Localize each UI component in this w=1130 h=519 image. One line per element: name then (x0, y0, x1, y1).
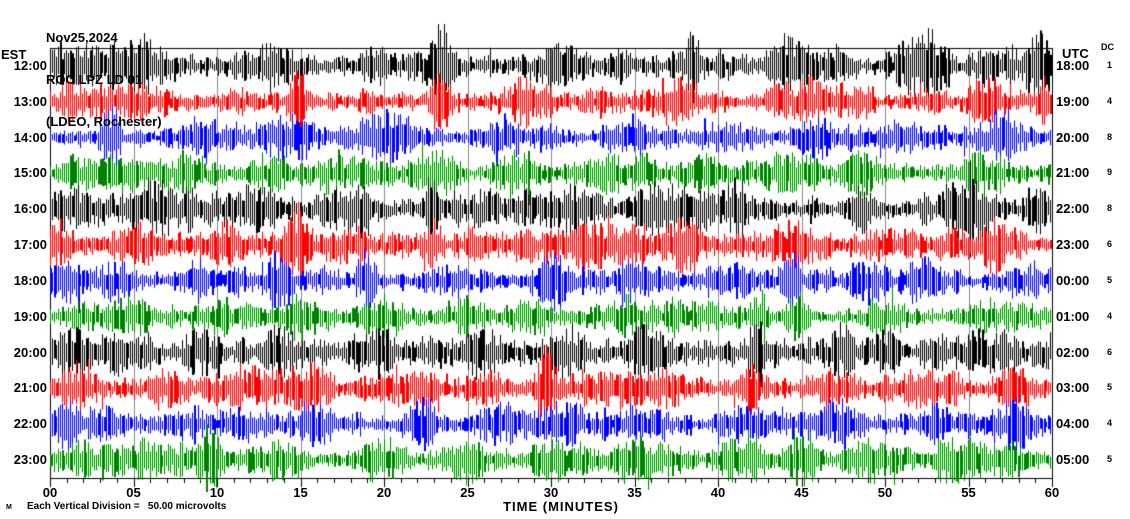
title-station: ROC LPZ LD 01 (46, 72, 143, 87)
x-tick-label: 20 (376, 485, 392, 500)
x-axis-title: TIME (MINUTES) (503, 499, 619, 514)
dc-value: 6 (1106, 239, 1112, 250)
dc-value: 5 (1106, 274, 1112, 285)
est-label: 16:00 (13, 201, 47, 217)
dc-value: 4 (1106, 310, 1112, 321)
utc-label: 23:00 (1056, 237, 1090, 253)
est-label: 23:00 (13, 452, 47, 468)
x-tick-label: 50 (877, 485, 893, 500)
dc-value: 9 (1106, 167, 1112, 178)
utc-label: 01:00 (1056, 308, 1090, 324)
est-label: 18:00 (13, 272, 47, 288)
x-tick-label: 25 (460, 485, 475, 500)
scale-note: Each Vertical Division = 50.00 microvolt… (27, 501, 227, 512)
dc-value: 4 (1106, 95, 1112, 106)
x-tick-label: 35 (627, 485, 642, 500)
utc-label: 21:00 (1056, 165, 1090, 181)
est-label: 14:00 (13, 129, 47, 145)
utc-label: 02:00 (1056, 344, 1090, 360)
dc-column-title: DC (1101, 42, 1114, 52)
dc-value: 5 (1106, 382, 1112, 393)
utc-label: 22:00 (1056, 201, 1090, 217)
title-date: Nov25,2024 (46, 30, 118, 45)
x-tick-label: 40 (710, 485, 726, 500)
left-axis-title: EST (1, 47, 27, 62)
x-tick-label: 30 (543, 485, 559, 500)
utc-label: 03:00 (1056, 380, 1090, 396)
est-label: 19:00 (13, 308, 47, 324)
est-label: 15:00 (13, 165, 47, 181)
x-tick-label: 15 (293, 485, 308, 500)
right-axis-title: UTC (1062, 46, 1089, 61)
x-tick-label: 05 (126, 485, 141, 500)
est-label: 13:00 (13, 93, 47, 109)
dc-value: 6 (1106, 346, 1112, 357)
x-tick-label: 55 (961, 485, 976, 500)
x-tick-label: 45 (794, 485, 809, 500)
utc-label: 20:00 (1056, 129, 1090, 145)
dc-value: 4 (1106, 418, 1112, 429)
utc-label: 19:00 (1056, 93, 1090, 109)
watermark-glyph: M (6, 504, 12, 511)
plot-title: Nov25,2024 ROC LPZ LD 01 (LDEO, Rocheste… (46, 3, 162, 157)
utc-label: 04:00 (1056, 416, 1090, 432)
utc-label: 05:00 (1056, 452, 1090, 468)
x-tick-label: 00 (42, 485, 58, 500)
utc-label: 00:00 (1056, 272, 1090, 288)
dc-value: 5 (1106, 454, 1112, 465)
est-label: 12:00 (13, 57, 47, 73)
x-tick-label: 60 (1044, 485, 1060, 500)
est-label: 17:00 (13, 237, 47, 253)
dc-value: 8 (1106, 131, 1112, 142)
utc-label: 18:00 (1056, 57, 1090, 73)
title-network: (LDEO, Rochester) (46, 114, 162, 129)
est-label: 22:00 (13, 416, 47, 432)
dc-value: 8 (1106, 203, 1112, 214)
est-label: 20:00 (13, 344, 47, 360)
est-label: 21:00 (13, 380, 47, 396)
x-tick-label: 10 (209, 485, 225, 500)
dc-value: 1 (1106, 59, 1112, 70)
